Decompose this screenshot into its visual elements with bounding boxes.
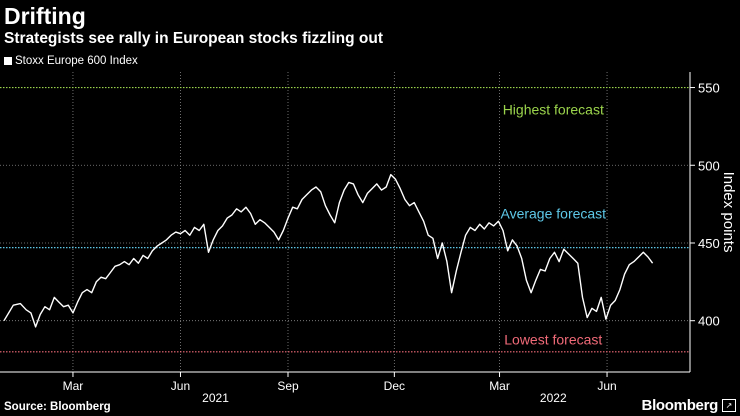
arrow-icon: ↗ bbox=[722, 399, 736, 412]
x-tick-label: Jun bbox=[597, 379, 616, 393]
y-tick-label: 550 bbox=[698, 81, 720, 96]
series-line bbox=[3, 173, 654, 328]
x-tick-label: Mar bbox=[489, 379, 510, 393]
year-label: 2021 bbox=[202, 391, 229, 405]
chart-title: Drifting bbox=[4, 3, 86, 29]
legend: Stoxx Europe 600 Index bbox=[4, 54, 138, 68]
source-note: Source: Bloomberg bbox=[4, 401, 111, 413]
legend-label: Stoxx Europe 600 Index bbox=[15, 55, 138, 67]
chart-subtitle: Strategists see rally in European stocks… bbox=[4, 30, 383, 47]
year-label: 2022 bbox=[540, 391, 567, 405]
x-tick-label: Sep bbox=[277, 379, 299, 393]
forecast-label: Average forecast bbox=[500, 205, 606, 221]
y-tick-label: 400 bbox=[698, 314, 720, 329]
forecast-label: Highest forecast bbox=[503, 101, 604, 117]
x-tick-label: Dec bbox=[384, 379, 405, 393]
x-tick-label: Mar bbox=[63, 379, 84, 393]
legend-swatch bbox=[4, 57, 12, 65]
axis-layer: 400 450 500 550 Mar Jun Sep Dec Mar Jun 2021 2022 In… bbox=[0, 72, 737, 405]
y-tick-label: 450 bbox=[698, 236, 720, 251]
series-layer bbox=[3, 173, 654, 328]
y-axis-title: Index points bbox=[720, 172, 737, 253]
x-tick-label: Jun bbox=[171, 379, 190, 393]
reference-lines: Highest forecast Average forecast Lowest f… bbox=[0, 86, 690, 353]
forecast-label: Lowest forecast bbox=[504, 331, 602, 347]
y-tick-label: 500 bbox=[698, 158, 720, 173]
bloomberg-logo: Bloomberg bbox=[641, 397, 719, 414]
